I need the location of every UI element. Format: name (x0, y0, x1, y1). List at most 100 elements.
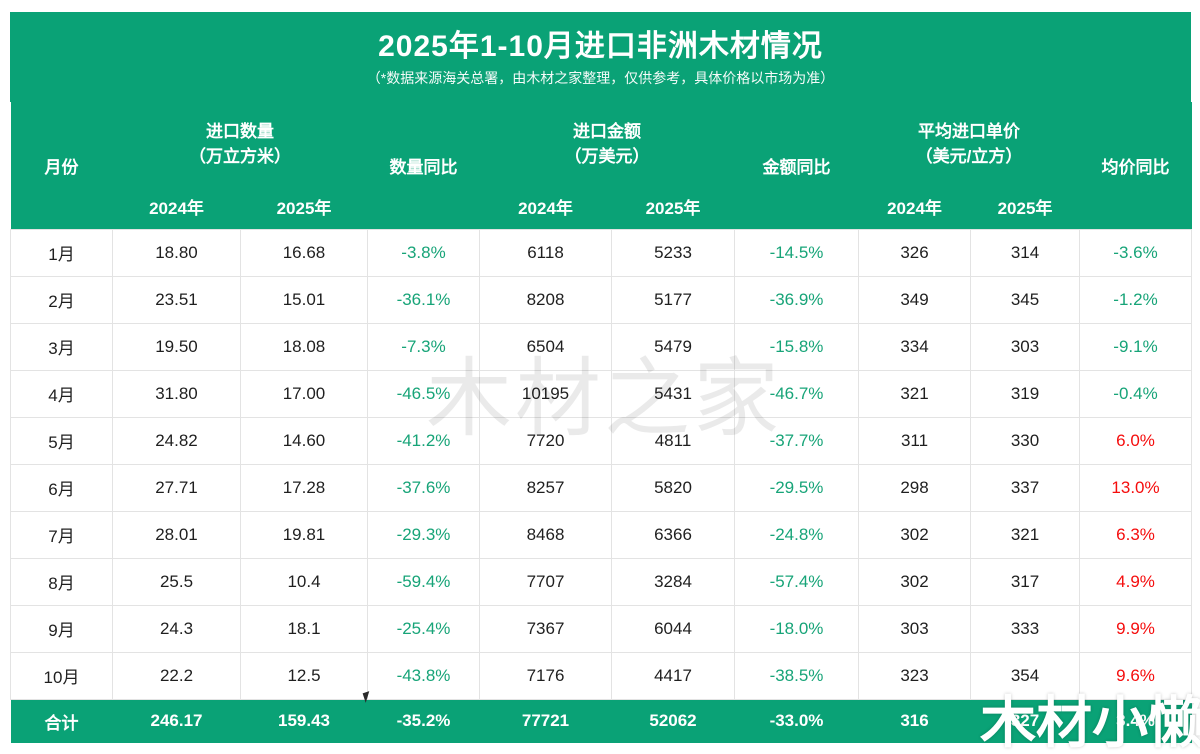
cell-price-2024: 326 (858, 228, 971, 277)
table-row: 4月 31.80 17.00 -46.5% 10195 5431 -46.7% 321 319-… (10, 369, 1193, 418)
cell-price-yoy: 6.0% (1079, 416, 1193, 465)
col-header-price-yoy: 均价同比 (1079, 102, 1192, 229)
group-label-price: 平均进口单价 (918, 121, 1020, 141)
cell-amt-2025: 4811 (611, 416, 735, 465)
cell-qty-2024: 24.82 (112, 416, 241, 465)
group-label-qty: 进口数量 (206, 121, 274, 141)
table-row: 2月 23.51 15.01 -36.1% 8208 5177 -36.9% 349 345 -1… (10, 275, 1193, 324)
cell-amt-2025: 3284 (611, 557, 735, 606)
cell-qty-yoy: -29.3% (367, 510, 480, 559)
cell-price-2025: 337 (969, 463, 1081, 512)
group-unit-price: （美元/立方） (915, 146, 1023, 166)
col-header-amt-group: 进口金额 （万美元） (479, 102, 735, 185)
year-header-price-2025: 2025年 (970, 185, 1080, 229)
table-row: 3月 19.50 18.08 -7.3% 6504 5479 -15.8% 334 303 -9.… (10, 322, 1193, 371)
group-unit-qty: （万立方米） (189, 146, 291, 166)
cell-price-yoy: 13.0% (1079, 463, 1193, 512)
cell-price-2025: 354 (969, 651, 1081, 700)
cell-qty-yoy: -41.2% (367, 416, 480, 465)
cell-month: 3月 (10, 322, 113, 371)
cell-qty-2024: 23.51 (112, 275, 241, 324)
cell-amt-yoy: -46.7% (734, 369, 859, 418)
cell-price-2024: 323 (858, 651, 971, 700)
cell-qty-yoy: -46.5% (367, 369, 480, 418)
table-row: 5月 24.82 14.60 -41.2% 7720 4811 -37.7% 311 330 6.… (10, 416, 1193, 465)
cell-amt-yoy: -18.0% (734, 604, 859, 653)
cell-month: 9月 (10, 604, 113, 653)
col-header-amt-yoy: 金额同比 (734, 102, 859, 229)
cell-price-2025: 317 (969, 557, 1081, 606)
cell-price-yoy: 4.9% (1079, 557, 1193, 606)
cell-amt-yoy: -36.9% (734, 275, 859, 324)
cell-qty-2024: 31.80 (112, 369, 241, 418)
cell-month: 4月 (10, 369, 113, 418)
cell-month: 6月 (10, 463, 113, 512)
table-row: 10月 22.2 12.5 -43.8% 7176 4417 -38.5% 323 354 9.6… (10, 651, 1193, 700)
cell-amt-2024: 7720 (479, 416, 612, 465)
cell-amt-2025: 52062 (611, 699, 735, 743)
table-footer: 合计 246.17 159.43 -35.2% 77721 52062 -33.0% 316 3… (10, 699, 1192, 743)
group-unit-amt: （万美元） (564, 146, 650, 166)
table-body: 1月 18.80 16.68 -3.8% 6118 5233 -14.5% 326 314 -3.… (10, 228, 1193, 700)
cell-qty-2024: 19.50 (112, 322, 241, 371)
cell-month: 合计 (10, 699, 113, 743)
cell-qty-yoy: -59.4% (367, 557, 480, 606)
cell-price-2024: 316 (858, 699, 971, 743)
group-label-amt: 进口金额 (573, 121, 641, 141)
cell-price-yoy: -0.4% (1079, 369, 1193, 418)
cell-amt-2025: 5479 (611, 322, 735, 371)
cell-qty-2024: 28.01 (112, 510, 241, 559)
import-table-panel: 2025年1-10月进口非洲木材情况 （*数据来源海关总署，由木材之家整理，仅供… (10, 12, 1193, 743)
cell-price-2024: 321 (858, 369, 971, 418)
cell-month: 7月 (10, 510, 113, 559)
cell-qty-yoy: -36.1% (367, 275, 480, 324)
cell-qty-2025: 17.00 (240, 369, 368, 418)
cell-qty-yoy: -7.3% (367, 322, 480, 371)
cell-price-2025: 303 (969, 322, 1081, 371)
cell-price-yoy: 9.6% (1079, 651, 1193, 700)
table-row: 1月 18.80 16.68 -3.8% 6118 5233 -14.5% 326 314 -3.… (10, 228, 1193, 277)
cell-amt-yoy: -14.5% (734, 228, 859, 277)
cell-price-2024: 302 (858, 510, 971, 559)
cell-price-2025: 321 (969, 510, 1081, 559)
cell-qty-yoy: -35.2% (367, 699, 480, 743)
cell-amt-yoy: -37.7% (734, 416, 859, 465)
total-row: 合计 246.17 159.43 -35.2% 77721 52062 -33.0% 316 3… (10, 699, 1192, 743)
cell-amt-2025: 4417 (611, 651, 735, 700)
year-header-qty-2024: 2024年 (112, 185, 241, 229)
cell-month: 5月 (10, 416, 113, 465)
col-header-price-group: 平均进口单价 （美元/立方） (858, 102, 1080, 185)
cell-qty-2025: 19.81 (240, 510, 368, 559)
cell-amt-2025: 6366 (611, 510, 735, 559)
cell-price-2024: 303 (858, 604, 971, 653)
cell-price-2024: 334 (858, 322, 971, 371)
cell-amt-2024: 8257 (479, 463, 612, 512)
cell-qty-2024: 24.3 (112, 604, 241, 653)
cell-qty-2024: 246.17 (112, 699, 241, 743)
cell-amt-2024: 10195 (479, 369, 612, 418)
table-row: 8月 25.5 10.4 -59.4% 7707 3284 -57.4% 302 317 4.9% (10, 557, 1193, 606)
cell-month: 8月 (10, 557, 113, 606)
cell-amt-yoy: -24.8% (734, 510, 859, 559)
cell-qty-2024: 25.5 (112, 557, 241, 606)
cell-price-2025: 345 (969, 275, 1081, 324)
cell-amt-2025: 5820 (611, 463, 735, 512)
cell-amt-2024: 6504 (479, 322, 612, 371)
cell-qty-2024: 27.71 (112, 463, 241, 512)
cell-qty-2025: 17.28 (240, 463, 368, 512)
cell-amt-2024: 8208 (479, 275, 612, 324)
cell-price-2025: 314 (969, 228, 1081, 277)
col-header-qty-yoy: 数量同比 (367, 102, 480, 229)
col-header-month: 月份 (10, 102, 113, 229)
cell-amt-yoy: -38.5% (734, 651, 859, 700)
cell-qty-2024: 18.80 (112, 228, 241, 277)
cell-qty-yoy: -25.4% (367, 604, 480, 653)
cell-qty-2025: 16.68 (240, 228, 368, 277)
cell-price-yoy: 6.3% (1079, 510, 1193, 559)
cell-price-2025: 327 (970, 699, 1080, 743)
cell-price-2025: 330 (969, 416, 1081, 465)
header-band: 2025年1-10月进口非洲木材情况 （*数据来源海关总署，由木材之家整理，仅供… (10, 12, 1191, 102)
cell-qty-2025: 18.08 (240, 322, 368, 371)
cell-amt-2025: 5233 (611, 228, 735, 277)
cell-price-2025: 333 (969, 604, 1081, 653)
